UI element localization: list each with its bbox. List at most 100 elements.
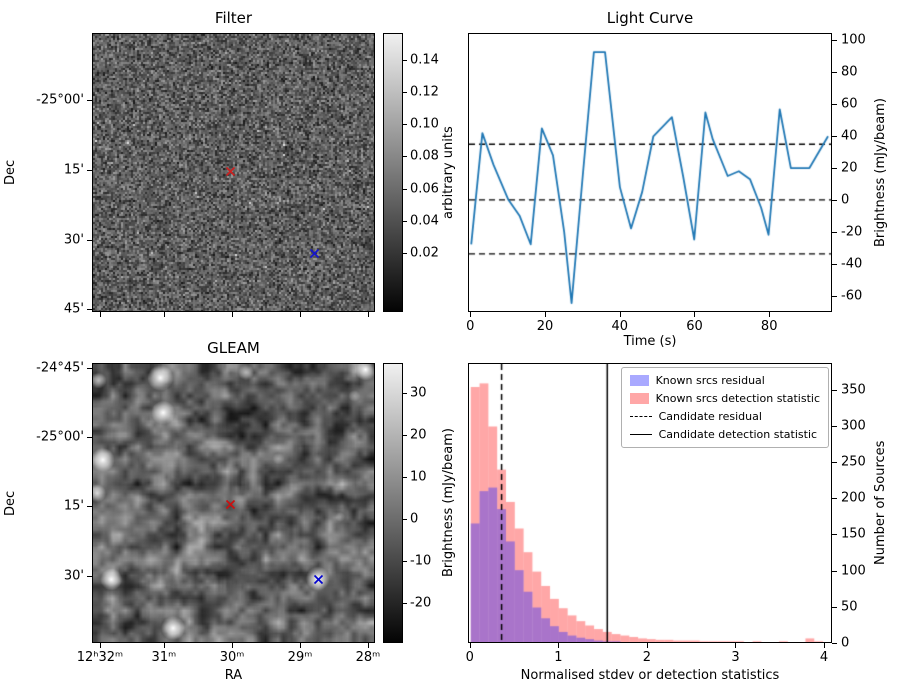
tick-label: 50 <box>841 599 858 615</box>
tick-label: 15' <box>63 162 84 178</box>
tick-mark <box>832 296 837 297</box>
tick-label: -24°45' <box>36 360 84 376</box>
tick-mark <box>403 560 407 562</box>
legend-label: Known srcs residual <box>655 374 765 387</box>
tick-mark <box>832 232 837 233</box>
tick-label: 15' <box>63 498 84 514</box>
tick-label: 0.14 <box>410 52 439 68</box>
tick-mark <box>769 312 771 317</box>
tick-label: 0 <box>841 635 850 651</box>
legend-item: Known srcs detection statistic <box>629 391 820 406</box>
light-curve-plot <box>469 34 831 311</box>
tick-mark <box>832 200 837 202</box>
tick-mark <box>232 643 234 648</box>
tick-label: 0.08 <box>410 148 439 164</box>
legend-item: Candidate detection statistic <box>629 427 820 442</box>
tick-label: 1 <box>554 650 563 665</box>
tick-mark <box>403 92 407 94</box>
tick-mark <box>832 136 837 138</box>
tick-label: 4 <box>819 650 829 665</box>
tick-mark <box>163 312 165 317</box>
legend-item: Known srcs residual <box>629 373 820 388</box>
tick-label: 40 <box>841 128 858 144</box>
tick-label: 0.02 <box>410 245 439 261</box>
tick-mark <box>558 643 560 648</box>
light-curve-y-axis-label: Brightness (mJy/beam) <box>873 98 888 247</box>
solid-line-swatch <box>629 434 652 435</box>
tick-label: 31ᵐ <box>151 650 177 665</box>
histogram-y-axis-label: Number of Sources <box>873 440 888 566</box>
tick-label: 12ʰ32ᵐ <box>76 650 124 665</box>
tick-label: 0.04 <box>410 213 439 229</box>
tick-mark <box>403 156 407 158</box>
tick-mark <box>646 643 648 648</box>
tick-mark <box>99 643 101 648</box>
tick-mark <box>824 643 826 648</box>
tick-label: 0.10 <box>410 116 439 132</box>
pink-patch-swatch <box>629 393 649 404</box>
tick-label: 0 <box>465 650 474 665</box>
tick-mark <box>403 602 407 604</box>
gleam-colorbar <box>383 363 403 643</box>
filter-title: Filter <box>214 9 253 27</box>
tick-mark <box>403 252 407 254</box>
legend-label: Candidate detection statistic <box>658 428 818 441</box>
tick-mark <box>87 169 92 171</box>
light-curve-frame <box>468 33 832 312</box>
tick-label: 20 <box>536 319 554 334</box>
tick-label: 45' <box>63 301 84 317</box>
tick-label: 0.12 <box>410 84 439 100</box>
tick-mark <box>469 643 471 648</box>
tick-mark <box>832 40 837 42</box>
tick-label: 100 <box>841 563 866 579</box>
tick-label: 60 <box>686 319 703 334</box>
tick-label: -25°00' <box>36 429 84 445</box>
tick-label: 40 <box>611 319 628 334</box>
tick-label: 0 <box>410 511 419 527</box>
gleam-dec-axis-label: Dec <box>3 490 18 516</box>
tick-label: 20 <box>410 427 427 443</box>
tick-label: 28ᵐ <box>355 650 381 665</box>
tick-label: -20 <box>841 224 863 240</box>
legend-label: Known srcs detection statistic <box>655 392 820 405</box>
tick-mark <box>403 60 407 61</box>
tick-label: -20 <box>410 595 432 611</box>
tick-mark <box>300 312 301 317</box>
tick-mark <box>87 240 92 242</box>
tick-label: 29ᵐ <box>287 650 313 665</box>
tick-label: -40 <box>841 256 863 272</box>
tick-mark <box>832 425 837 427</box>
tick-mark <box>832 264 837 265</box>
tick-label: 350 <box>841 382 866 398</box>
red-cross-marker <box>225 167 235 177</box>
tick-label: 3 <box>731 650 740 665</box>
tick-label: 10 <box>410 469 427 485</box>
tick-label: 60 <box>841 96 858 112</box>
tick-label: 30ᵐ <box>219 650 245 665</box>
tick-mark <box>87 436 92 438</box>
tick-label: 30 <box>410 385 427 401</box>
tick-label: 20 <box>841 160 858 176</box>
tick-mark <box>735 643 737 648</box>
tick-mark <box>694 312 696 317</box>
tick-label: 250 <box>841 454 866 470</box>
tick-label: 0 <box>466 319 475 334</box>
tick-label: 80 <box>760 319 778 334</box>
filter-dec-axis-label: Dec <box>3 159 18 186</box>
tick-mark <box>300 643 301 648</box>
tick-mark <box>87 368 92 370</box>
filter-noise-image <box>93 34 374 311</box>
tick-mark <box>832 168 837 170</box>
tick-label: 100 <box>841 32 866 48</box>
tick-mark <box>367 643 369 648</box>
tick-mark <box>544 312 546 317</box>
tick-mark <box>832 534 837 536</box>
tick-mark <box>232 312 234 317</box>
tick-label: 30' <box>63 568 84 584</box>
tick-label: 0 <box>841 192 850 208</box>
legend-label: Candidate residual <box>658 410 762 423</box>
filter-image-frame <box>92 33 375 312</box>
tick-label: -25°00' <box>36 92 84 108</box>
light-curve-x-axis-label: Time (s) <box>623 334 677 349</box>
tick-label: 300 <box>841 418 866 434</box>
